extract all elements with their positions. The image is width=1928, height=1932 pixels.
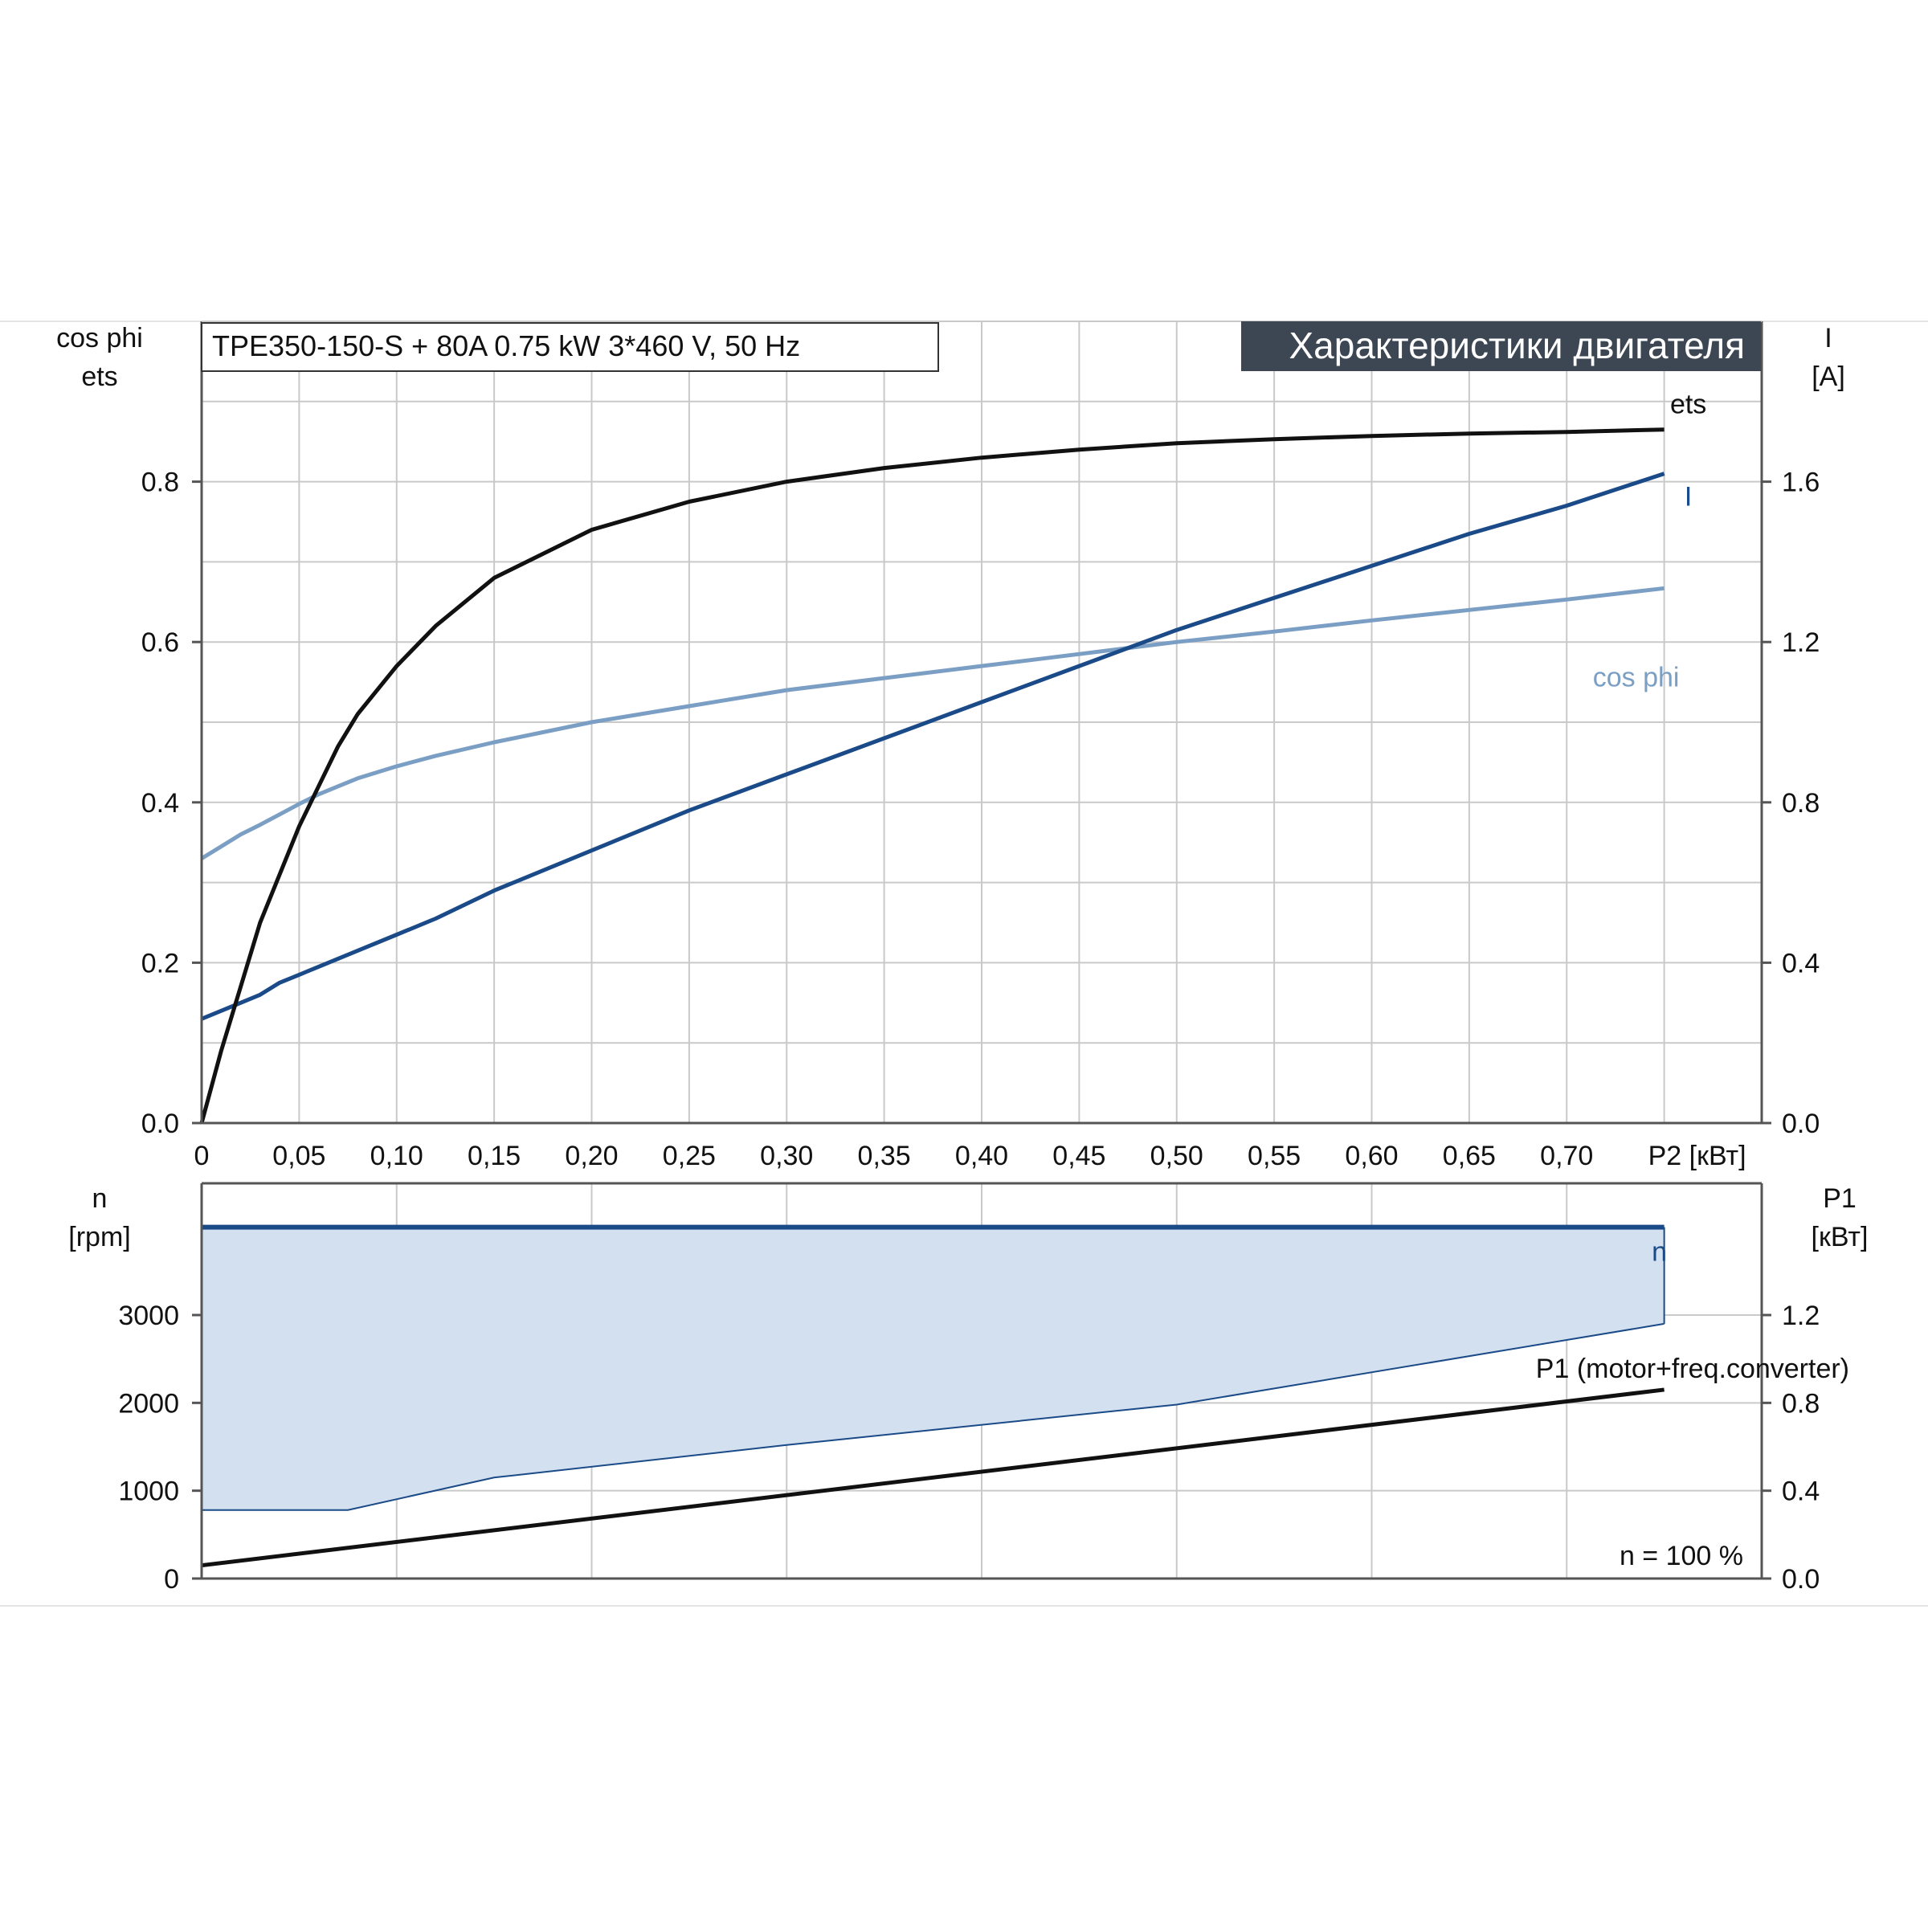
top-left-tick-label: 0.4 — [141, 788, 179, 819]
speed-axis-title: n — [92, 1183, 108, 1214]
x-tick-label: 0 — [194, 1141, 210, 1171]
x-tick-label: 0,20 — [565, 1141, 618, 1171]
right-axis-title-i: I — [1824, 323, 1832, 353]
p1-curve — [201, 1387, 1665, 1568]
left-axis-title-cos-phi: cos phi — [56, 323, 143, 353]
x-axis-title: P2 [кВт] — [1648, 1141, 1746, 1171]
top-right-tick-label: 1.2 — [1782, 627, 1820, 658]
p1-label: P1 (motor+freq.converter) — [1536, 1354, 1849, 1384]
right-axis-title-unit: [A] — [1812, 361, 1845, 392]
top-right-tick-label: 0.4 — [1782, 948, 1820, 978]
subtitle-box — [201, 322, 939, 372]
title-banner — [1241, 321, 1761, 371]
top-left-tick-label: 0.2 — [141, 948, 179, 978]
bottom-right-tick-label: 0.0 — [1782, 1564, 1820, 1595]
speed-axis-unit: [rpm] — [68, 1222, 130, 1252]
annotation-background — [1575, 1533, 1751, 1573]
x-tick-label: 0,70 — [1540, 1141, 1593, 1171]
x-tick-label: 0,25 — [663, 1141, 716, 1171]
top-left-tick-label: 0.6 — [141, 627, 179, 658]
bottom-right-tick-label: 0.8 — [1782, 1388, 1820, 1419]
current-curve — [201, 472, 1665, 1021]
chart-title: Характеристики двигателя — [1289, 325, 1745, 366]
x-tick-label: 0,55 — [1248, 1141, 1301, 1171]
series-layer — [199, 427, 1665, 1568]
x-tick-label: 0,30 — [760, 1141, 813, 1171]
bottom-right-tick-label: 1.2 — [1782, 1301, 1820, 1331]
speed-annotation: n = 100 % — [1620, 1541, 1743, 1571]
p1-axis-title: P1 — [1823, 1183, 1857, 1214]
x-tick-label: 0,10 — [370, 1141, 423, 1171]
x-tick-label: 0,50 — [1150, 1141, 1203, 1171]
cos-phi-label: cos phi — [1593, 662, 1680, 692]
x-tick-label: 0,45 — [1052, 1141, 1105, 1171]
bottom-left-tick-label: 0 — [164, 1564, 179, 1595]
speed-lower-bound-line — [202, 1322, 1665, 1511]
left-axis-title-ets: ets — [81, 361, 117, 392]
bottom-left-tick-label: 1000 — [118, 1477, 179, 1507]
current-label: I — [1685, 482, 1692, 513]
x-tick-label: 0,05 — [272, 1141, 325, 1171]
chart-subtitle: TPE350-150-S + 80A 0.75 kW 3*460 V, 50 H… — [212, 329, 800, 362]
chart-text: TPE350-150-S + 80A 0.75 kW 3*460 V, 50 H… — [56, 321, 1868, 1595]
top-right-tick-label: 0.8 — [1782, 788, 1820, 819]
x-tick-label: 0,65 — [1443, 1141, 1496, 1171]
ets-label: ets — [1670, 390, 1706, 420]
bottom-right-tick-label: 0.4 — [1782, 1477, 1820, 1507]
cos-phi-curve — [200, 586, 1665, 860]
top-right-tick-label: 0.0 — [1782, 1109, 1820, 1139]
p1-axis-unit: [кВт] — [1812, 1222, 1869, 1252]
speed-range-area — [202, 1227, 1665, 1510]
x-tick-label: 0,15 — [468, 1141, 521, 1171]
top-left-tick-label: 0.8 — [141, 468, 179, 498]
top-right-tick-label: 1.6 — [1782, 468, 1820, 498]
bottom-left-tick-label: 2000 — [118, 1388, 179, 1419]
x-tick-label: 0,40 — [955, 1141, 1008, 1171]
ets-curve — [199, 427, 1665, 1124]
top-left-tick-label: 0.0 — [141, 1109, 179, 1139]
speed-label: n — [1652, 1237, 1667, 1268]
bottom-left-tick-label: 3000 — [118, 1301, 179, 1331]
x-tick-label: 0,35 — [858, 1141, 911, 1171]
x-tick-label: 0,60 — [1345, 1141, 1398, 1171]
